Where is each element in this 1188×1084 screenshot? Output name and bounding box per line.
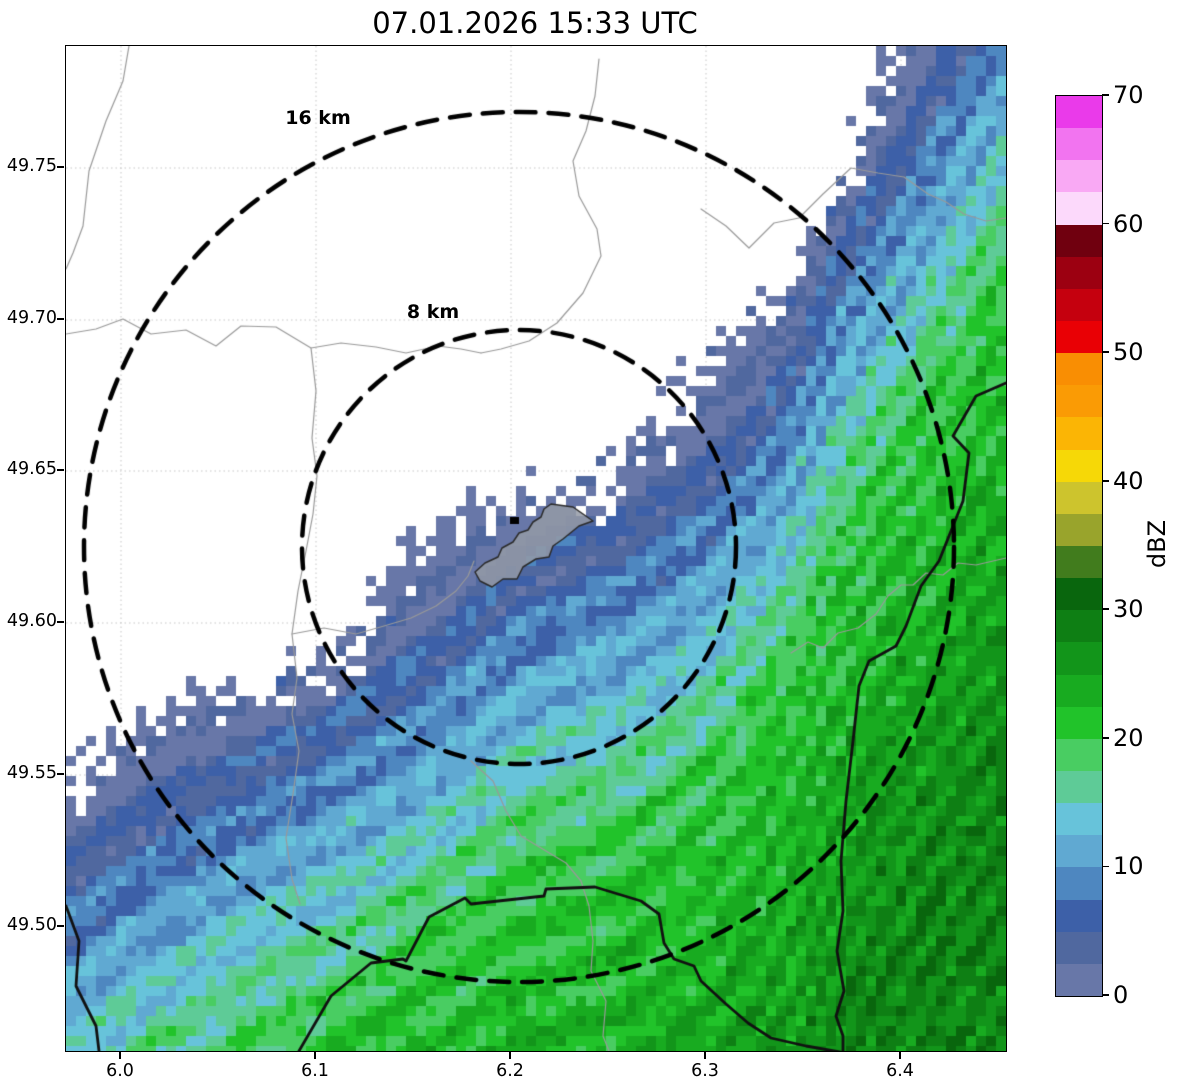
- colorbar-band: [1056, 449, 1102, 482]
- colorbar-band: [1056, 96, 1102, 129]
- y-tick-mark: [57, 318, 64, 320]
- colorbar-band: [1056, 674, 1102, 707]
- colorbar-band: [1056, 385, 1102, 418]
- y-tick-mark: [57, 773, 64, 775]
- colorbar-band: [1056, 642, 1102, 675]
- x-tick-label: 6.3: [691, 1061, 719, 1081]
- colorbar-band: [1056, 578, 1102, 611]
- colorbar-tick-mark: [1102, 608, 1109, 611]
- colorbar-band: [1056, 706, 1102, 739]
- y-tick-mark: [57, 621, 64, 623]
- colorbar-band: [1056, 288, 1102, 321]
- colorbar-band: [1056, 417, 1102, 450]
- x-tick-mark: [899, 1052, 901, 1059]
- colorbar-band: [1056, 931, 1102, 964]
- colorbar-tick-mark: [1102, 737, 1109, 739]
- colorbar-band: [1056, 899, 1102, 932]
- colorbar-band: [1056, 738, 1102, 771]
- x-tick-mark: [704, 1052, 706, 1059]
- ring-label: 16 km: [285, 107, 351, 129]
- y-tick-mark: [57, 166, 64, 168]
- y-tick-label: 49.60: [6, 611, 57, 631]
- colorbar-band: [1056, 770, 1102, 804]
- x-tick-label: 6.1: [301, 1061, 329, 1081]
- y-tick-label: 49.70: [6, 308, 57, 328]
- x-tick-mark: [119, 1052, 121, 1059]
- y-tick-label: 49.50: [6, 915, 57, 935]
- colorbar-band: [1056, 963, 1102, 996]
- colorbar-band: [1056, 481, 1102, 514]
- colorbar-unit-label: dBZ: [1143, 519, 1172, 569]
- colorbar-tick-label: 50: [1113, 338, 1144, 367]
- colorbar-band: [1056, 256, 1102, 289]
- map-plot-area: 8 km 16 km: [65, 45, 1007, 1052]
- x-tick-mark: [314, 1052, 316, 1059]
- ring-label: 8 km: [406, 301, 460, 323]
- colorbar-tick-label: 60: [1113, 209, 1144, 238]
- x-tick-label: 6.2: [496, 1061, 524, 1081]
- colorbar-band: [1056, 160, 1102, 193]
- y-tick-label: 49.65: [6, 459, 57, 479]
- colorbar-band: [1056, 610, 1102, 643]
- colorbar-tick-label: 70: [1113, 81, 1144, 109]
- radar-reflectivity-canvas: [66, 46, 1006, 1051]
- colorbar: [1055, 95, 1103, 997]
- colorbar-tick-label: 40: [1113, 466, 1144, 495]
- colorbar-tick-label: 20: [1113, 723, 1144, 752]
- colorbar-tick-label: 30: [1113, 595, 1144, 624]
- y-tick-mark: [57, 469, 64, 471]
- colorbar-tick-mark: [1102, 351, 1109, 353]
- colorbar-band: [1056, 192, 1102, 225]
- x-tick-mark: [509, 1052, 511, 1059]
- y-tick-mark: [57, 925, 64, 927]
- colorbar-band: [1056, 835, 1102, 868]
- colorbar-tick-label: 0: [1113, 981, 1129, 1009]
- colorbar-band: [1056, 803, 1102, 836]
- colorbar-band: [1056, 320, 1102, 354]
- colorbar-tick-mark: [1102, 479, 1109, 482]
- y-tick-label: 49.75: [6, 156, 57, 176]
- colorbar-band: [1056, 545, 1102, 579]
- plot-title: 07.01.2026 15:33 UTC: [372, 6, 698, 40]
- colorbar-band: [1056, 128, 1102, 161]
- x-tick-label: 6.4: [886, 1061, 914, 1081]
- colorbar-tick-mark: [1102, 222, 1109, 225]
- colorbar-tick-mark: [1102, 994, 1109, 996]
- colorbar-tick-mark: [1102, 94, 1109, 96]
- colorbar-band: [1056, 513, 1102, 546]
- y-tick-label: 49.55: [6, 763, 57, 783]
- colorbar-band: [1056, 353, 1102, 386]
- colorbar-band: [1056, 867, 1102, 900]
- x-tick-label: 6.0: [106, 1061, 134, 1081]
- colorbar-tick-label: 10: [1113, 852, 1144, 881]
- colorbar-band: [1056, 224, 1102, 257]
- colorbar-tick-mark: [1102, 865, 1109, 868]
